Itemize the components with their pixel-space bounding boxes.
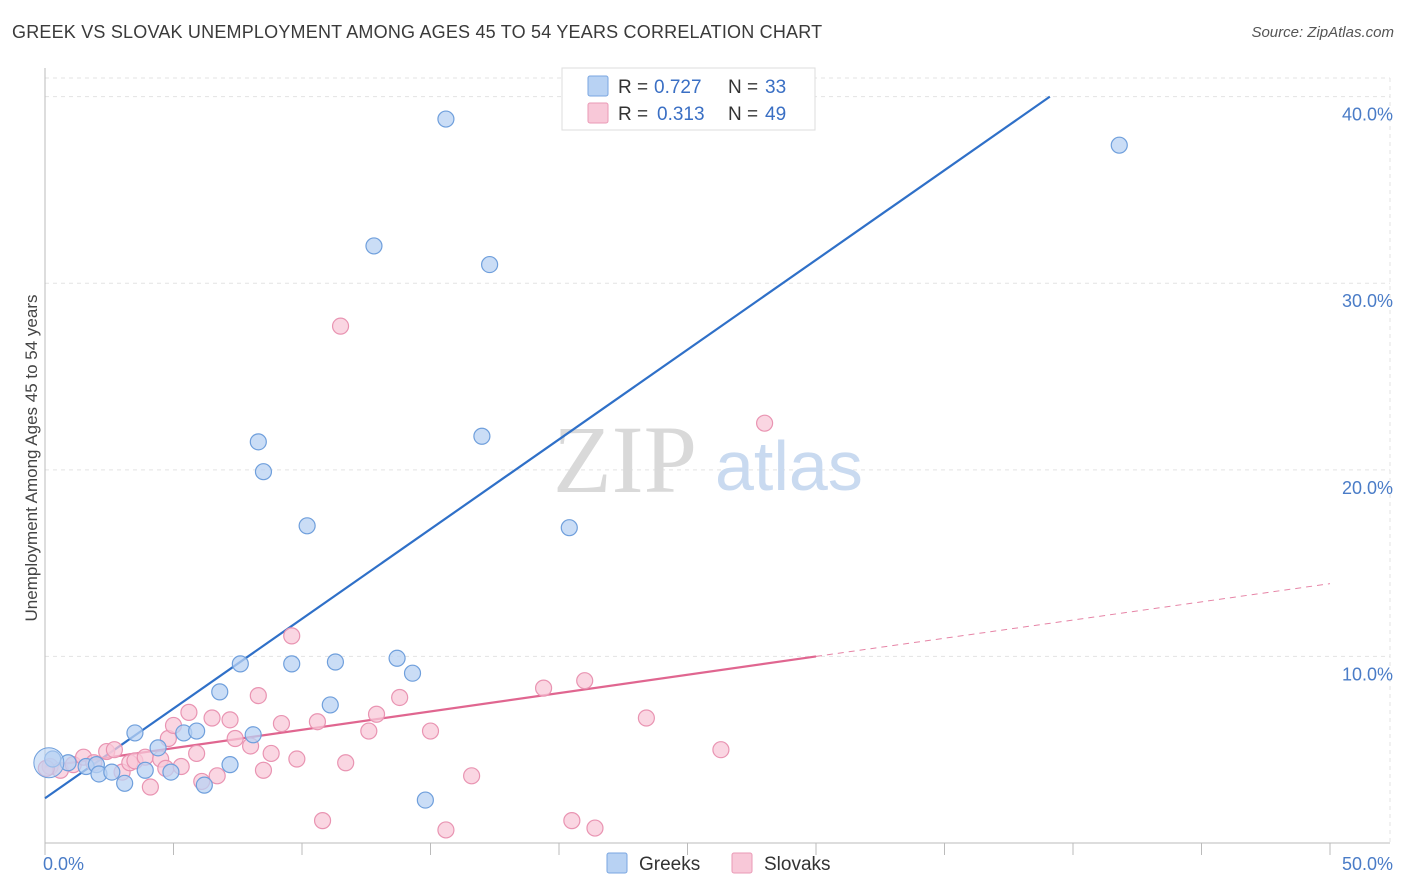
slovaks-point-25 bbox=[249, 686, 267, 705]
greeks-point-26 bbox=[403, 664, 422, 682]
x-tick-labels: 0.0% 50.0% bbox=[43, 854, 1393, 874]
legend-swatch-slovaks bbox=[587, 102, 609, 124]
greeks-point-14 bbox=[211, 683, 229, 701]
slovaks-point-18 bbox=[188, 744, 206, 763]
trend-lines bbox=[44, 95, 1331, 800]
slovaks-point-17 bbox=[180, 703, 198, 721]
y-tick-labels: 10.0% 20.0% 30.0% 40.0% bbox=[1342, 105, 1393, 685]
legend-n-value-slovaks: 49 bbox=[765, 104, 786, 125]
slovaks-point-22 bbox=[221, 711, 239, 729]
slovaks-point-45 bbox=[637, 709, 655, 727]
y-axis-label: Unemployment Among Ages 45 to 54 years bbox=[22, 295, 41, 622]
slovaks-point-41 bbox=[534, 679, 553, 697]
greeks-trend-line bbox=[44, 95, 1051, 800]
greeks-point-13 bbox=[195, 776, 213, 794]
greeks-point-7 bbox=[126, 724, 144, 742]
legend-r-label-greeks: R = bbox=[618, 77, 648, 98]
greeks-point-29 bbox=[473, 427, 491, 445]
legend-r-value-slovaks: 0.313 bbox=[657, 104, 705, 125]
legend-n-value-greeks: 33 bbox=[765, 77, 786, 98]
watermark-zip: ZIP bbox=[553, 406, 697, 513]
legend-n-label-slovaks: N = bbox=[728, 104, 758, 125]
greeks-point-22 bbox=[321, 696, 339, 714]
greeks-point-18 bbox=[249, 433, 267, 451]
greeks-point-25 bbox=[388, 649, 406, 667]
greeks-point-21 bbox=[298, 517, 316, 535]
slovaks-point-40 bbox=[463, 767, 481, 785]
greeks-point-8 bbox=[136, 761, 154, 779]
slovaks-point-27 bbox=[262, 744, 280, 763]
slovaks-point-28 bbox=[272, 714, 291, 733]
x-tick-label-0: 0.0% bbox=[43, 854, 84, 874]
slovaks-point-34 bbox=[337, 754, 355, 772]
y-tick-label-0: 10.0% bbox=[1342, 664, 1393, 684]
greeks-point-24 bbox=[365, 237, 383, 255]
greeks-cluster-point bbox=[33, 747, 65, 779]
slovaks-trend-line bbox=[44, 655, 817, 768]
bottom-legend-label-slovaks: Slovaks bbox=[764, 854, 831, 875]
greeks-point-15 bbox=[221, 756, 239, 774]
slovaks-point-42 bbox=[563, 812, 581, 830]
greeks-point-19 bbox=[254, 463, 273, 481]
slovaks-point-33 bbox=[331, 317, 350, 335]
bottom-legend-swatch-slovaks bbox=[731, 852, 753, 874]
watermark-atlas: atlas bbox=[715, 427, 863, 505]
bottom-legend-label-greeks: Greeks bbox=[639, 854, 700, 875]
greeks-point-16 bbox=[231, 655, 249, 673]
legend-n-label-greeks: N = bbox=[728, 77, 758, 98]
greeks-point-12 bbox=[188, 722, 206, 740]
greeks-point-17 bbox=[244, 726, 262, 744]
slovaks-point-46 bbox=[712, 741, 730, 759]
axes bbox=[44, 68, 1390, 855]
slovaks-point-26 bbox=[254, 761, 273, 779]
greeks-point-31 bbox=[560, 519, 578, 537]
slovaks-point-29 bbox=[283, 627, 301, 645]
slovaks-point-32 bbox=[313, 812, 332, 830]
slovaks-point-11 bbox=[141, 778, 159, 796]
greeks-point-28 bbox=[437, 110, 455, 128]
y-tick-label-1: 20.0% bbox=[1342, 478, 1393, 498]
bottom-legend-swatch-greeks bbox=[606, 852, 628, 874]
greeks-point-10 bbox=[162, 763, 180, 781]
slovaks-trend-extension bbox=[815, 583, 1331, 657]
slovaks-point-35 bbox=[360, 722, 378, 740]
slovaks-point-23 bbox=[226, 729, 244, 748]
greeks-points bbox=[33, 110, 1128, 809]
slovaks-point-20 bbox=[203, 709, 221, 727]
slovaks-point-43 bbox=[576, 672, 594, 690]
slovaks-point-47 bbox=[755, 414, 774, 432]
watermark: ZIP atlas bbox=[553, 406, 863, 513]
legend: R = 0.727 N = 33 R = 0.313 N = 49 bbox=[561, 67, 816, 131]
greeks-point-6 bbox=[116, 774, 134, 792]
slovaks-point-6 bbox=[105, 741, 123, 759]
slovaks-point-36 bbox=[367, 705, 386, 723]
greeks-point-9 bbox=[149, 739, 167, 757]
greeks-point-32 bbox=[1110, 136, 1128, 154]
legend-swatch-greeks bbox=[587, 75, 609, 97]
slovaks-point-44 bbox=[586, 819, 604, 837]
x-tick-label-1: 50.0% bbox=[1342, 854, 1393, 874]
greeks-point-27 bbox=[416, 791, 434, 809]
bottom-legend: Greeks Slovaks bbox=[606, 852, 831, 875]
greeks-point-5 bbox=[103, 763, 121, 781]
greeks-point-30 bbox=[481, 255, 499, 274]
slovaks-points bbox=[37, 317, 774, 839]
legend-r-label-slovaks: R = bbox=[618, 104, 648, 125]
slovaks-point-38 bbox=[421, 722, 440, 740]
y-tick-label-3: 40.0% bbox=[1342, 105, 1393, 125]
greeks-point-23 bbox=[326, 653, 345, 671]
slovaks-point-37 bbox=[391, 688, 409, 707]
y-tick-label-2: 30.0% bbox=[1342, 291, 1393, 311]
slovaks-point-21 bbox=[208, 767, 226, 785]
slovaks-point-31 bbox=[308, 713, 327, 731]
greeks-point-20 bbox=[283, 655, 301, 673]
legend-r-value-greeks: 0.727 bbox=[654, 77, 702, 98]
slovaks-point-30 bbox=[288, 750, 306, 768]
slovaks-point-39 bbox=[437, 821, 455, 839]
chart-title: GREEK VS SLOVAK UNEMPLOYMENT AMONG AGES … bbox=[12, 22, 823, 42]
source-credit: Source: ZipAtlas.com bbox=[1251, 24, 1394, 41]
